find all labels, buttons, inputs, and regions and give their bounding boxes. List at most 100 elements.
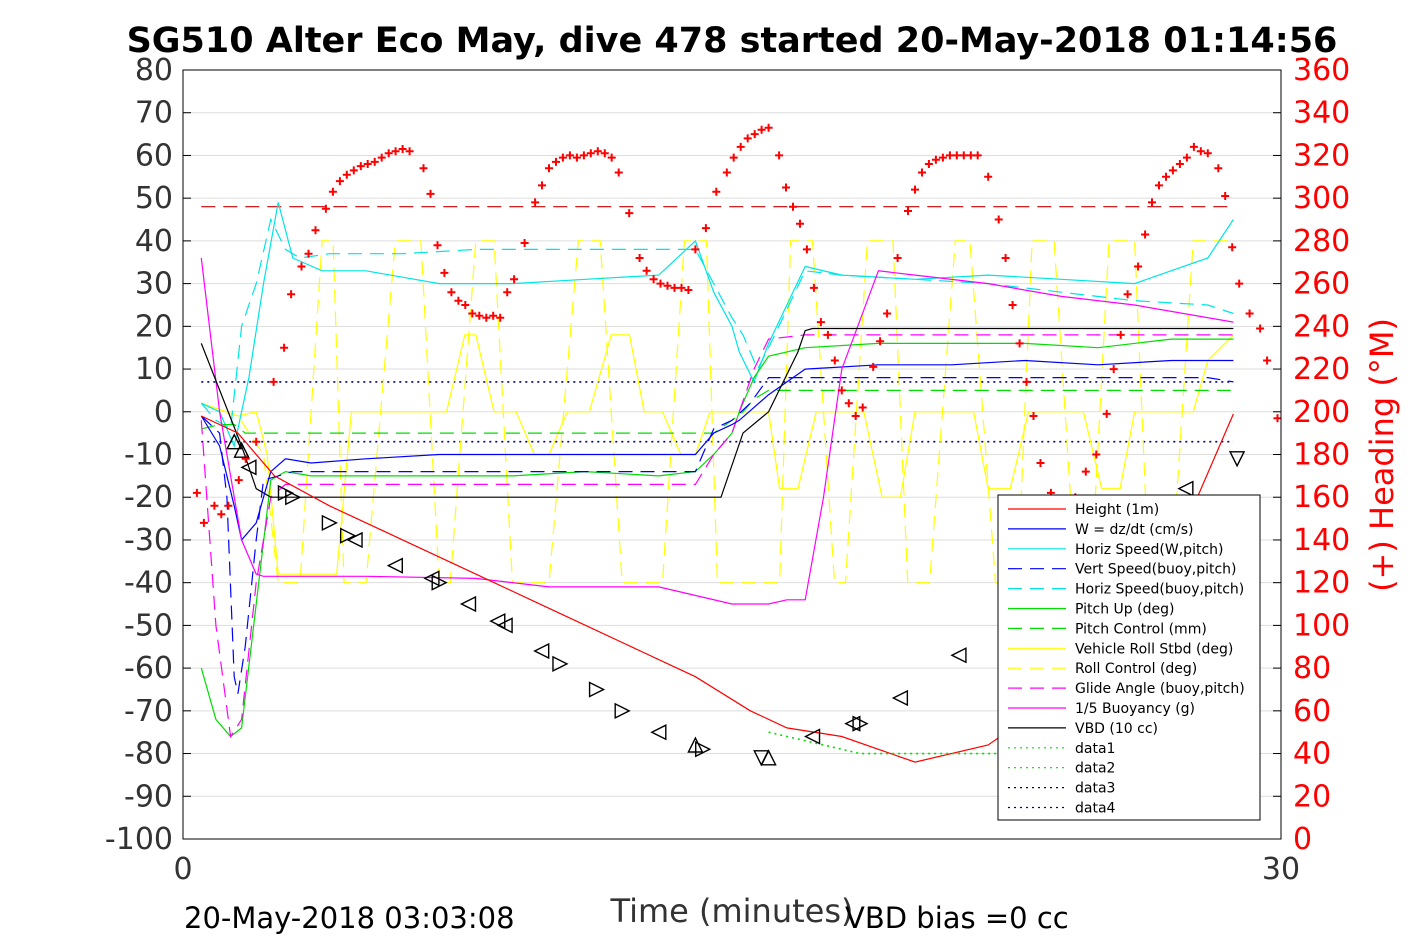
heading-point [722, 168, 731, 177]
x-axis: 0 30 [173, 831, 1300, 887]
y-tick-label: -50 [124, 608, 173, 643]
heading-point [677, 283, 686, 292]
heading-point [952, 151, 961, 160]
y-tick-label: -100 [105, 822, 173, 857]
y-tick-label: -10 [124, 438, 173, 473]
heading-point [224, 501, 233, 510]
y-right-tick-label: 140 [1293, 523, 1350, 558]
y-tick-label: -60 [124, 651, 173, 686]
legend-label-data1: data1 [1075, 741, 1115, 757]
heading-point [607, 153, 616, 162]
heading-point [764, 123, 773, 132]
heading-point [994, 215, 1003, 224]
heading-point [1196, 147, 1205, 156]
heading-point [851, 412, 860, 420]
heading-point [398, 145, 407, 153]
heading-point [426, 189, 435, 198]
legend-label-vert_buoy: Vert Speed(buoy,pitch) [1075, 562, 1237, 578]
y-right-tick-label: 320 [1293, 138, 1350, 173]
heading-point [649, 275, 658, 284]
heading-point [789, 202, 797, 211]
heading-point [520, 239, 529, 247]
series-line-pitch [200, 338, 1234, 738]
heading-point [904, 207, 912, 215]
heading-point [1015, 339, 1024, 348]
heading-point [510, 275, 519, 284]
heading-point [931, 155, 940, 164]
legend-label-height: Height (1m) [1075, 502, 1159, 518]
legend-label-pitch_ctrl: Pitch Control (mm) [1075, 621, 1207, 637]
heading-point [440, 268, 449, 277]
series-line-w [200, 359, 1234, 542]
heading-point [1228, 243, 1237, 252]
series-line-vert_buoy [200, 377, 1234, 694]
heading-point [625, 209, 634, 218]
series-line-pitch_ctrl [201, 389, 1234, 434]
heading-point [363, 160, 372, 168]
y-axis-right: 3603403203002802602402202001801601401201… [1273, 53, 1350, 857]
heading-point [461, 301, 470, 309]
heading-point [782, 183, 790, 192]
heading-point [192, 488, 201, 497]
heading-point [973, 151, 982, 160]
heading-point [321, 204, 330, 213]
direction-triangle [588, 681, 606, 698]
heading-point [252, 437, 261, 446]
y-axis-left: 80 70 60 50 40 30 20 10 0 -10 -20 -30 -40 -50 -60 -70 -8… [105, 53, 191, 857]
heading-point [433, 241, 442, 250]
heading-point [757, 125, 766, 134]
heading-point [712, 187, 721, 196]
heading-point [1141, 230, 1150, 239]
heading-point [911, 185, 919, 194]
heading-point [558, 153, 567, 162]
heading-point [938, 153, 947, 162]
x-tick-label: 30 [1262, 852, 1300, 887]
y-right-tick-label: 300 [1293, 181, 1350, 216]
y-tick-label: -40 [124, 566, 173, 601]
direction-triangle [459, 595, 477, 613]
legend-label-glide: Glide Angle (buoy,pitch) [1075, 681, 1245, 697]
y-right-tick-label: 260 [1293, 267, 1350, 302]
direction-triangle [891, 689, 909, 707]
heading-point [876, 337, 885, 346]
direction-triangle [1228, 451, 1246, 468]
legend-label-roll: Vehicle Roll Stbd (deg) [1075, 641, 1233, 657]
direction-triangle [852, 715, 869, 732]
heading-point [280, 343, 289, 352]
legend-label-w: W = dz/dt (cm/s) [1075, 522, 1194, 538]
heading-point [614, 168, 623, 177]
y-right-tick-label: 180 [1293, 438, 1350, 473]
y-right-tick-label: 240 [1293, 309, 1350, 344]
direction-triangle [950, 647, 967, 664]
heading-point [489, 311, 498, 320]
y-tick-label: 40 [135, 224, 173, 259]
heading-point [802, 245, 811, 254]
y-tick-label: 30 [135, 267, 173, 302]
heading-point [1036, 459, 1045, 467]
heading-point [1022, 377, 1031, 386]
heading-point [945, 151, 954, 160]
y-right-tick-label: 60 [1293, 694, 1331, 729]
y-tick-label: -30 [124, 523, 173, 558]
x-tick-label: 0 [173, 852, 192, 887]
heading-point [199, 518, 208, 527]
heading-point [663, 281, 672, 290]
heading-point [670, 283, 679, 292]
heading-point [531, 198, 540, 207]
heading-point [691, 245, 700, 254]
heading-point [809, 283, 818, 292]
footer-timestamp: 20-May-2018 03:03:08 [184, 901, 515, 935]
heading-point [1148, 198, 1156, 207]
heading-markers [192, 123, 1282, 536]
legend-label-buoy: 1/5 Buoyancy (g) [1075, 701, 1195, 717]
heading-point [335, 177, 344, 186]
legend-label-horiz_w: Horiz Speed(W,pitch) [1075, 542, 1223, 558]
heading-point [1189, 142, 1198, 151]
heading-point [1134, 262, 1143, 271]
legend-label-data4: data4 [1075, 801, 1116, 817]
heading-point [384, 149, 393, 158]
y-tick-label: -80 [124, 737, 173, 772]
heading-point [1273, 414, 1282, 423]
heading-point [984, 172, 993, 181]
